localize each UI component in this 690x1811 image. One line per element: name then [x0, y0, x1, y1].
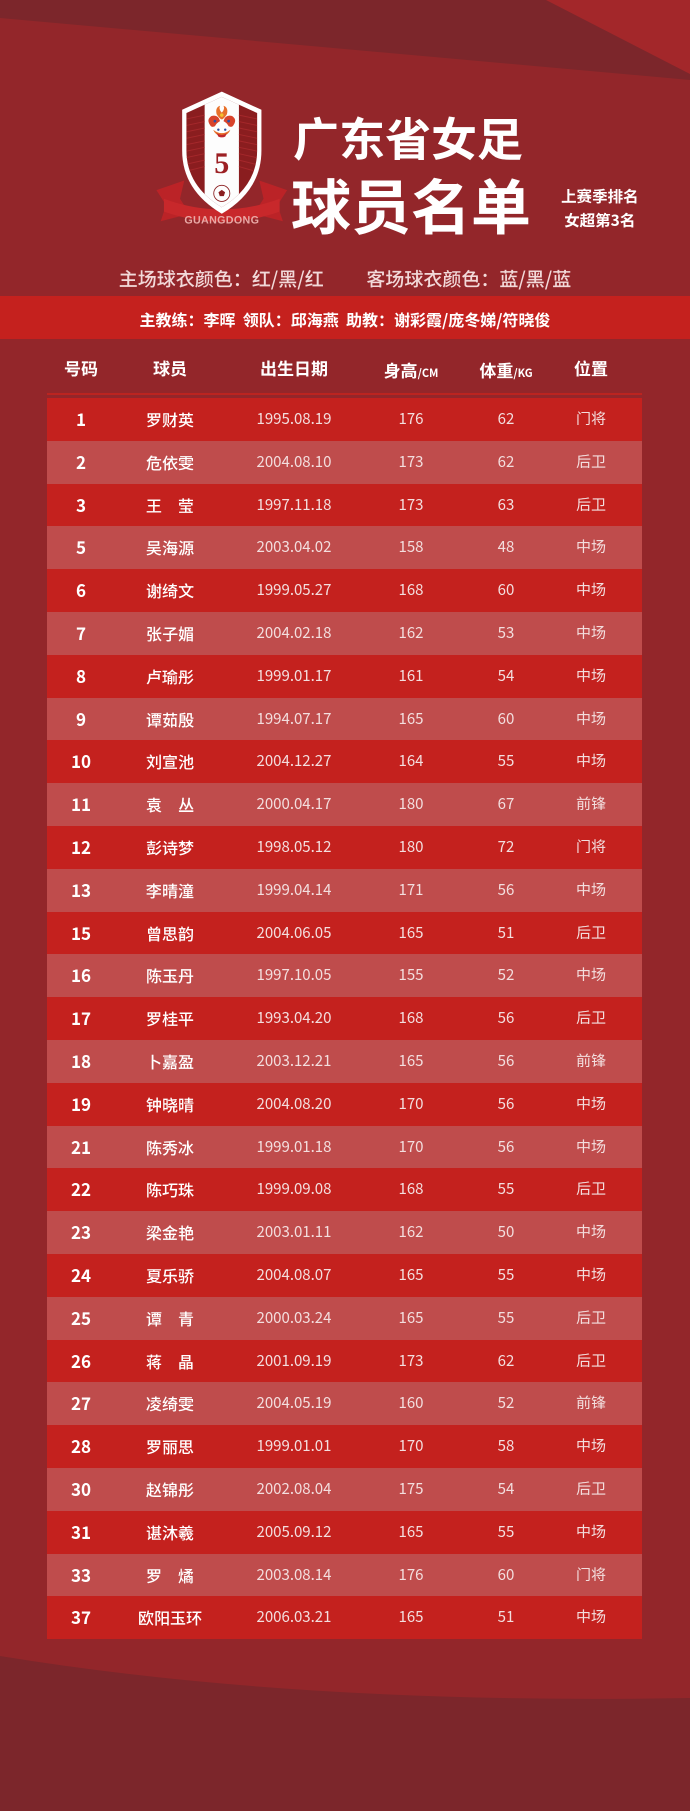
svg-text:GUANGDONG: GUANGDONG: [184, 215, 259, 227]
svg-text:5: 5: [214, 147, 229, 180]
